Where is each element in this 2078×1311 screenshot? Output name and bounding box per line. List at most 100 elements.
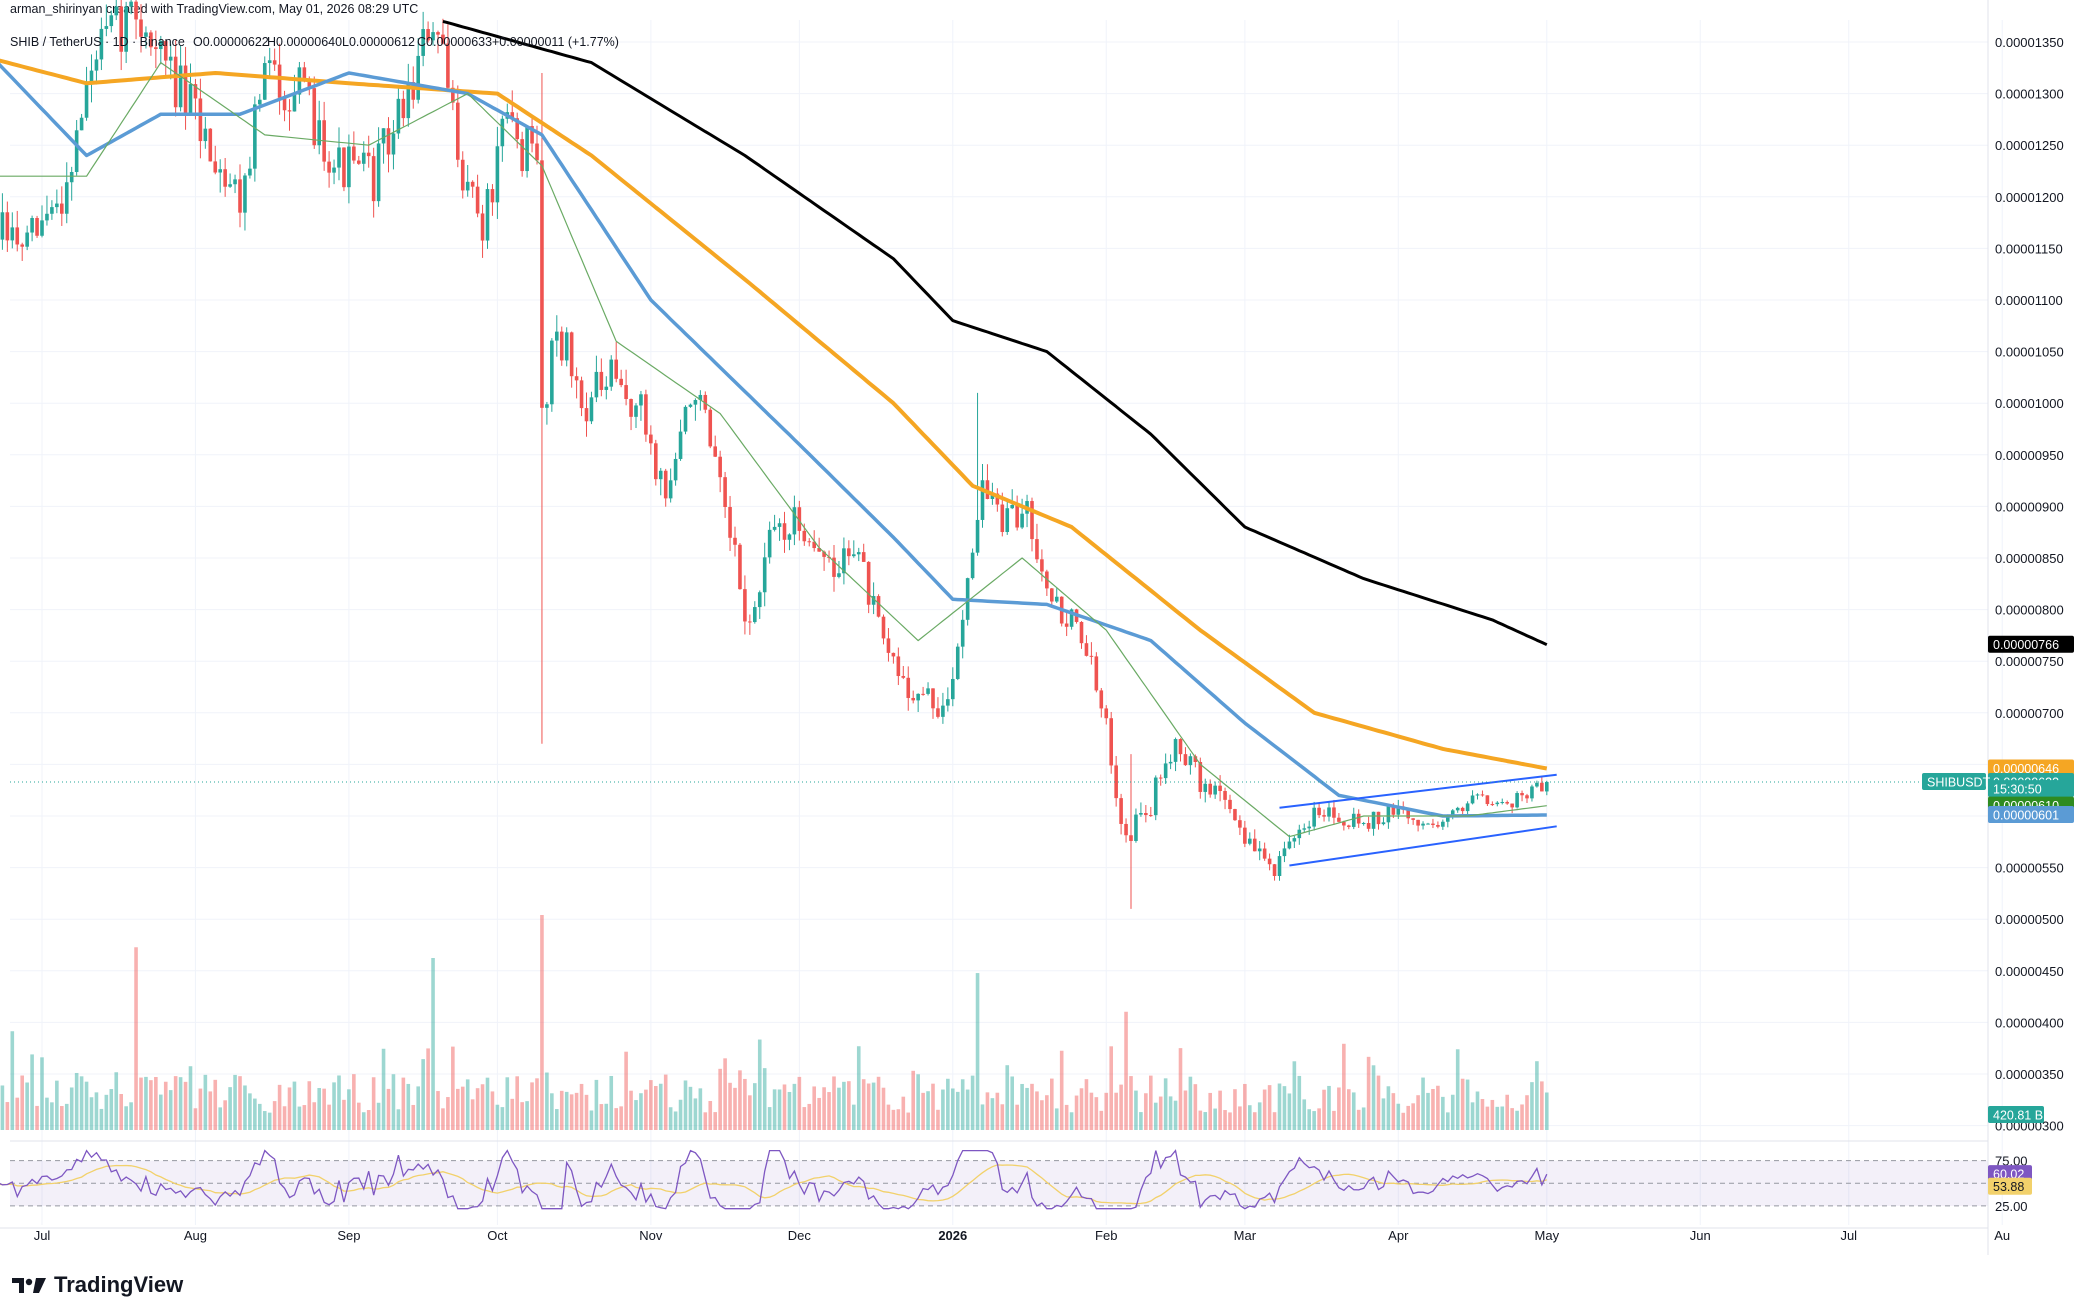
candle-body bbox=[555, 331, 559, 341]
volume-bar bbox=[673, 1111, 678, 1130]
candlesticks[interactable] bbox=[0, 0, 1549, 909]
volume-bar bbox=[1327, 1085, 1331, 1130]
volume-bar bbox=[198, 1088, 203, 1130]
candle-body bbox=[955, 646, 960, 679]
candle-body bbox=[871, 596, 876, 605]
ma-line-ma100 bbox=[0, 58, 1548, 771]
price-tick-label: 0.00000450 bbox=[1995, 964, 2064, 979]
volume-bar bbox=[1505, 1094, 1509, 1130]
candle-body bbox=[683, 406, 688, 432]
volume-bar bbox=[1119, 1084, 1123, 1130]
price-tick-label: 0.00001050 bbox=[1995, 345, 2064, 360]
volume-bar bbox=[337, 1075, 341, 1130]
candle-body bbox=[431, 32, 435, 41]
candle-body bbox=[545, 404, 549, 408]
candle-body bbox=[213, 161, 218, 173]
volume-bar bbox=[624, 1051, 628, 1130]
volume-bar bbox=[1396, 1103, 1401, 1130]
volume-bar bbox=[1089, 1092, 1094, 1130]
candle-body bbox=[1540, 782, 1544, 792]
volume-bar bbox=[921, 1092, 925, 1130]
volume-bar bbox=[713, 1112, 717, 1130]
volume-bar bbox=[540, 915, 544, 1130]
candle-body bbox=[312, 88, 317, 146]
volume-bar bbox=[262, 1111, 267, 1130]
volume-bar bbox=[352, 1074, 356, 1130]
candle-body bbox=[629, 399, 633, 417]
volume-bar bbox=[1005, 1065, 1010, 1130]
candle-body bbox=[817, 548, 821, 552]
volume-bar bbox=[1480, 1099, 1485, 1130]
candle-body bbox=[262, 63, 267, 100]
rsi-pane[interactable] bbox=[0, 1140, 1988, 1210]
volume-bar bbox=[975, 973, 980, 1130]
candle-body bbox=[99, 28, 104, 60]
candle-body bbox=[129, 1, 133, 7]
candle-body bbox=[1193, 756, 1198, 762]
candle-body bbox=[861, 552, 866, 562]
candle-body bbox=[376, 143, 381, 202]
volume-bar bbox=[1183, 1090, 1188, 1130]
volume-bar bbox=[837, 1087, 841, 1130]
volume-bar bbox=[743, 1078, 747, 1130]
price-badge: 0.00000601 bbox=[1993, 808, 2059, 822]
volume-bar bbox=[114, 1072, 119, 1130]
tradingview-logo[interactable]: TradingView bbox=[12, 1272, 183, 1298]
volume-bar bbox=[718, 1068, 722, 1130]
volume-bar bbox=[1500, 1106, 1505, 1130]
candle-body bbox=[1218, 785, 1222, 791]
candle-body bbox=[342, 147, 346, 188]
volume-bar bbox=[173, 1076, 178, 1130]
volume-bar bbox=[154, 1077, 158, 1130]
volume-bar bbox=[347, 1089, 351, 1130]
volume-bar bbox=[485, 1077, 490, 1130]
volume-bar bbox=[183, 1081, 188, 1130]
volume-bar bbox=[728, 1082, 732, 1130]
volume-bar bbox=[1317, 1108, 1321, 1130]
ascending-channel[interactable] bbox=[10, 773, 1988, 867]
candle-body bbox=[1168, 761, 1173, 764]
volume-bar bbox=[317, 1088, 321, 1130]
volume-bar bbox=[272, 1101, 277, 1130]
volume-bar bbox=[1436, 1085, 1440, 1130]
candle-body bbox=[1381, 822, 1386, 825]
volume-bar bbox=[1450, 1094, 1455, 1130]
volume-bar bbox=[1312, 1111, 1316, 1130]
candle-body bbox=[960, 619, 965, 647]
candle-body bbox=[876, 596, 881, 617]
candle-body bbox=[530, 126, 534, 144]
candle-body bbox=[1535, 782, 1539, 787]
candle-body bbox=[891, 652, 896, 657]
candle-body bbox=[396, 98, 401, 134]
volume-bar bbox=[322, 1088, 326, 1130]
candle-body bbox=[302, 67, 307, 80]
candle-body bbox=[847, 548, 851, 557]
candle-body bbox=[1485, 795, 1490, 805]
price-tick-label: 0.00001000 bbox=[1995, 396, 2064, 411]
candle-body bbox=[985, 480, 990, 500]
symbol-label: SHIB / TetherUS · 1D · Binance bbox=[10, 35, 185, 49]
candle-body bbox=[564, 332, 569, 361]
volume-bar bbox=[1441, 1096, 1445, 1130]
candle-body bbox=[713, 446, 717, 457]
candle-body bbox=[619, 378, 623, 386]
volume-bar bbox=[777, 1089, 782, 1130]
volume-bar bbox=[654, 1086, 658, 1130]
candle-body bbox=[1084, 643, 1089, 656]
volume-bar bbox=[297, 1106, 302, 1130]
volume-bar bbox=[1178, 1048, 1183, 1130]
candle-body bbox=[896, 656, 901, 677]
candle-body bbox=[1149, 815, 1153, 817]
candle-body bbox=[1475, 794, 1480, 796]
volume-bar bbox=[797, 1076, 802, 1130]
candle-body bbox=[1371, 811, 1376, 829]
rsi-tick-label: 25.00 bbox=[1995, 1199, 2028, 1214]
candle-body bbox=[272, 60, 277, 65]
rsi-ma-line bbox=[0, 1164, 1548, 1205]
volume-bar bbox=[1332, 1110, 1336, 1130]
candle-body bbox=[203, 128, 208, 142]
volume-bar bbox=[604, 1103, 609, 1130]
volume-bar bbox=[490, 1091, 495, 1130]
candle-body bbox=[886, 638, 891, 653]
